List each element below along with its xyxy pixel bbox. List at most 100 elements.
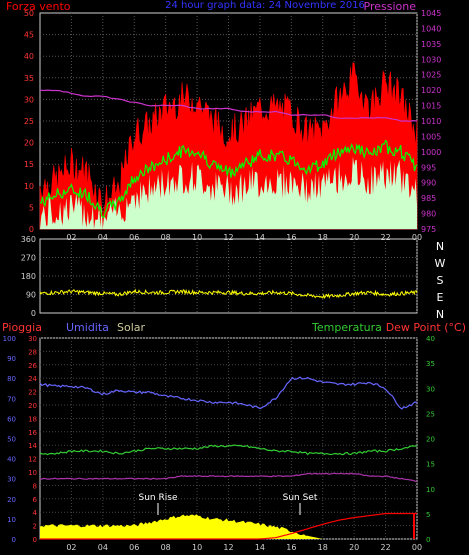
- direction-line: [39, 288, 418, 300]
- wind-avg-line: [39, 139, 418, 218]
- humidity-line: [39, 376, 418, 410]
- wind-y-tick-label: 10: [24, 182, 34, 191]
- umidita-y-tick-label: 70: [7, 395, 16, 403]
- temperatura-y-tick-label: 15: [426, 461, 435, 469]
- climate-x-tick-label: 06: [129, 543, 139, 552]
- dewpoint-label: Dew Point (°C): [386, 321, 466, 334]
- wind-x-tick-label: 08: [161, 233, 171, 242]
- pressure-y-tick-label: 985: [421, 194, 436, 203]
- chart-title: 24 hour graph data: 24 Novembre 2016: [165, 0, 365, 11]
- temperature-line: [39, 444, 418, 456]
- pressure-y-tick-label: 1015: [421, 102, 441, 111]
- umidita-y-tick-label: 60: [7, 415, 16, 423]
- umidita-label: Umidita: [66, 321, 109, 334]
- pioggia-y-tick-label: 28: [28, 348, 37, 356]
- temperatura-label: Temperatura: [311, 321, 382, 334]
- pressure-title: Pressione: [364, 0, 417, 13]
- umidita-y-tick-label: 20: [7, 496, 16, 504]
- pioggia-y-tick-label: 2: [33, 523, 37, 531]
- wind-x-tick-label: 00: [412, 233, 422, 242]
- umidita-y-tick-label: 50: [7, 436, 16, 444]
- temperatura-y-tick-label: 30: [426, 385, 435, 393]
- pressure-y-tick-label: 1045: [421, 9, 441, 18]
- wind-y-tick-label: 0: [29, 225, 34, 234]
- climate-x-tick-label: 02: [66, 543, 76, 552]
- direction-axes: 0 90 180 270 360: [21, 235, 36, 318]
- pioggia-y-tick-label: 24: [28, 375, 37, 383]
- wind-x-tick-label: 16: [286, 233, 296, 242]
- temperatura-y-tick-label: 10: [426, 486, 435, 494]
- pioggia-y-tick-label: 10: [28, 469, 37, 477]
- wind-x-tick-label: 18: [318, 233, 328, 242]
- pioggia-y-tick-label: 20: [28, 402, 37, 410]
- dewpoint-line: [39, 472, 418, 483]
- direction-series: [39, 288, 418, 300]
- sunset-marker: Sun Set: [283, 493, 318, 515]
- wind-x-tick-label: 20: [349, 233, 359, 242]
- wind-y-tick-label: 25: [24, 117, 34, 126]
- wind-series: [39, 62, 418, 230]
- pioggia-label: Pioggia: [2, 321, 42, 334]
- rain-line: [40, 512, 417, 540]
- wind-x-tick-label: 12: [223, 233, 233, 242]
- direction-y-tick-label: 0: [31, 309, 36, 318]
- direction-y-tick-label: 90: [26, 291, 36, 300]
- climate-x-tick-label: 14: [255, 543, 265, 552]
- pressure-y-tick-label: 1030: [421, 55, 441, 64]
- pressure-y-tick-label: 990: [421, 179, 436, 188]
- umidita-y-tick-label: 40: [7, 456, 16, 464]
- umidita-y-tick-label: 0: [12, 536, 16, 544]
- direction-grid: [40, 239, 418, 313]
- direction-y-tick-label: 180: [21, 272, 36, 281]
- pressure-y-tick-label: 1020: [421, 86, 441, 95]
- wind-x-tick-label: 10: [192, 233, 202, 242]
- temperatura-y-tick-label: 5: [426, 511, 430, 519]
- compass-letter: E: [437, 291, 444, 304]
- pioggia-y-tick-label: 8: [33, 482, 37, 490]
- wind-y-tick-label: 5: [29, 203, 34, 212]
- pioggia-y-tick-label: 6: [33, 496, 38, 504]
- climate-axes: 0246810121416182022242628300102030405060…: [3, 335, 435, 552]
- pioggia-y-tick-label: 0: [33, 536, 37, 544]
- pioggia-y-tick-label: 12: [28, 456, 37, 464]
- compass-letter: S: [437, 274, 444, 287]
- pressure-line: [39, 89, 418, 122]
- pioggia-y-tick-label: 22: [28, 389, 37, 397]
- wind-x-tick-label: 04: [98, 233, 108, 242]
- wind-y-tick-label: 50: [24, 9, 34, 18]
- wind-y-tick-label: 20: [24, 139, 34, 148]
- wind-speed-title: Forza vento: [6, 0, 71, 13]
- sunrise-marker: Sun Rise: [139, 493, 178, 515]
- wind-x-tick-label: 22: [380, 233, 390, 242]
- pressure-y-tick-label: 975: [421, 225, 436, 234]
- temperatura-y-tick-label: 35: [426, 360, 435, 368]
- climate-x-tick-label: 18: [318, 543, 328, 552]
- wind-speed-area: [40, 156, 417, 229]
- wind-x-tick-label: 06: [129, 233, 139, 242]
- compass-letter: W: [435, 257, 446, 270]
- direction-y-tick-label: 360: [21, 235, 36, 244]
- climate-x-tick-label: 20: [349, 543, 359, 552]
- wind-y-tick-label: 15: [24, 160, 34, 169]
- pressure-y-tick-label: 1025: [421, 71, 441, 80]
- temperatura-y-tick-label: 20: [426, 436, 435, 444]
- umidita-y-tick-label: 90: [7, 355, 16, 363]
- climate-grid: [40, 337, 418, 540]
- pressure-y-tick-label: 980: [421, 210, 436, 219]
- climate-x-tick-label: 16: [286, 543, 296, 552]
- climate-x-tick-label: 00: [412, 543, 422, 552]
- pressure-y-tick-label: 1040: [421, 24, 441, 33]
- wind-y-tick-label: 45: [24, 31, 34, 40]
- pressure-y-tick-label: 1005: [421, 132, 441, 141]
- pioggia-y-tick-label: 26: [28, 362, 37, 370]
- temperatura-y-tick-label: 40: [426, 335, 435, 343]
- pioggia-y-tick-label: 4: [33, 509, 38, 517]
- pressure-y-tick-label: 1035: [421, 40, 441, 49]
- climate-x-tick-label: 04: [98, 543, 108, 552]
- umidita-y-tick-label: 80: [7, 375, 16, 383]
- pioggia-y-tick-label: 18: [28, 415, 37, 423]
- umidita-y-tick-label: 30: [7, 476, 16, 484]
- pressure-y-tick-label: 1000: [421, 148, 441, 157]
- wind-x-tick-label: 02: [66, 233, 76, 242]
- pressure-y-tick-label: 1010: [421, 117, 441, 126]
